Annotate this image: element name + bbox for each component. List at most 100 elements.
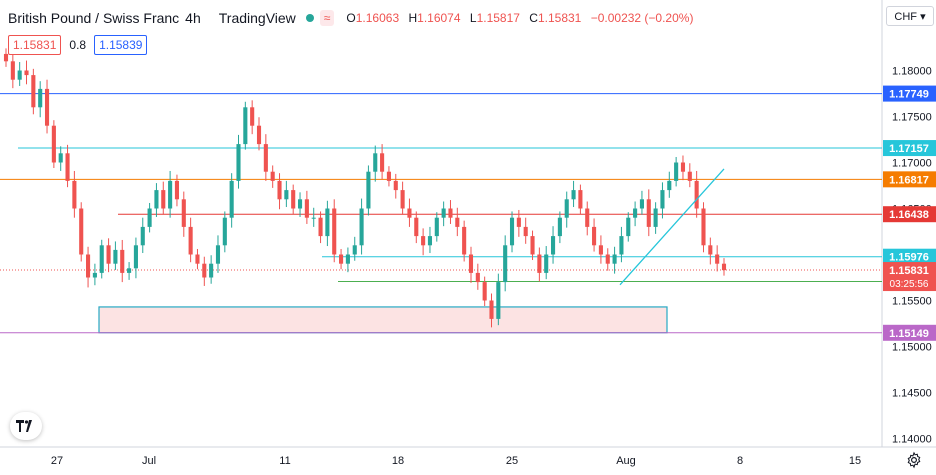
candle-body	[99, 245, 104, 273]
candle-body	[113, 249, 118, 264]
candle-body	[639, 199, 644, 209]
interval-label[interactable]: 4h	[185, 10, 201, 26]
candle-body	[58, 153, 63, 163]
price-level-tag-label: 1.16817	[889, 174, 929, 186]
price-tick-label: 1.17000	[892, 158, 932, 170]
price-level-tag-label: 1.17157	[889, 143, 929, 155]
candle-body	[550, 236, 556, 255]
candle-body	[721, 263, 727, 271]
candle-body	[421, 236, 426, 246]
price-level-tag-label: 1.16438	[889, 209, 929, 221]
price-level-tag	[883, 206, 936, 223]
candle-body	[202, 263, 207, 278]
candle-body	[161, 190, 166, 209]
currency-dropdown[interactable]: CHF ▾	[886, 6, 934, 26]
brand-label: TradingView	[218, 10, 296, 26]
candle-body	[297, 199, 303, 209]
candle-body	[680, 162, 686, 172]
gear-icon[interactable]	[905, 451, 923, 469]
candle-body	[448, 208, 453, 218]
candle-body	[585, 208, 590, 227]
price-level-tag-label: 1.15149	[889, 328, 929, 340]
change-value: −0.00232 (−0.20%)	[590, 11, 694, 25]
candle-body	[181, 199, 186, 227]
support-zone-box[interactable]	[98, 306, 668, 334]
time-tick-label: 15	[849, 455, 861, 467]
candle-body	[530, 236, 535, 255]
candle-body	[516, 217, 521, 227]
price-tick-label: 1.14000	[892, 434, 932, 446]
candle-body	[660, 190, 665, 209]
candle-body	[646, 199, 651, 227]
candle-body	[140, 226, 145, 246]
candle-body	[291, 190, 296, 209]
candle-body	[619, 236, 624, 255]
candle-body	[38, 88, 43, 108]
time-tick-label: 27	[51, 455, 63, 467]
candle-body	[31, 75, 36, 108]
market-open-dot-icon	[305, 14, 314, 22]
time-tick-label: 25	[506, 455, 518, 467]
candle-body	[332, 208, 337, 255]
rising-trendline[interactable]	[619, 168, 725, 286]
candle-body	[44, 88, 50, 126]
time-tick-label: 8	[737, 455, 743, 467]
candle-body	[209, 263, 214, 278]
low-value: 1.15817	[476, 11, 520, 25]
candle-body	[523, 226, 528, 237]
bid-button[interactable]: 1.15831	[8, 35, 62, 55]
candle-body	[509, 217, 515, 246]
candle-body	[653, 208, 658, 227]
candle-body	[243, 107, 248, 145]
high-value: 1.16074	[417, 11, 461, 25]
price-level-tag	[883, 140, 936, 157]
candle-body	[427, 236, 433, 246]
price-tick-label: 1.15500	[892, 296, 932, 308]
candle-body	[393, 180, 398, 191]
candle-body	[72, 180, 77, 209]
ask-button[interactable]: 1.15839	[94, 35, 148, 55]
wave-icon: ≈	[319, 10, 335, 26]
candle-body	[133, 245, 138, 269]
time-tick-label: 11	[279, 455, 290, 467]
bid-ask-panel: 1.15831 0.8 1.15839	[8, 35, 148, 55]
candle-body	[339, 254, 344, 264]
price-level-tag	[883, 85, 936, 102]
candle-body	[407, 208, 412, 218]
candle-body	[434, 217, 439, 237]
candle-body	[359, 208, 364, 246]
open-key: O	[346, 11, 356, 25]
candle-body	[51, 125, 56, 163]
candle-body	[441, 208, 446, 218]
symbol-title[interactable]: British Pound / Swiss Franc	[8, 10, 180, 26]
candle-body	[127, 268, 132, 273]
spread-value: 0.8	[69, 38, 87, 52]
last-price-label: 1.15831	[889, 265, 929, 277]
candle-body	[229, 180, 234, 218]
candle-body	[564, 199, 569, 218]
candle-body	[537, 254, 542, 273]
candle-body	[325, 208, 330, 237]
candle-body	[236, 144, 241, 181]
candle-body	[174, 180, 180, 200]
time-tick-label: 18	[392, 455, 404, 467]
candle-body	[345, 254, 350, 264]
high-key: H	[408, 11, 418, 25]
candle-body	[284, 190, 289, 200]
price-level-tag	[883, 324, 936, 341]
price-level-tag	[883, 248, 936, 265]
candle-body	[462, 226, 467, 255]
candle-body	[400, 190, 405, 209]
tradingview-logo-icon[interactable]	[10, 412, 42, 440]
candle-body	[10, 61, 15, 80]
candle-body	[386, 171, 391, 181]
candle-body	[626, 217, 631, 237]
time-tick-label: Jul	[142, 455, 156, 467]
close-key: C	[529, 11, 538, 25]
close-value: 1.15831	[537, 11, 582, 25]
candle-body	[222, 217, 227, 246]
candle-body	[674, 162, 679, 181]
price-tick-label: 1.18000	[892, 66, 932, 78]
